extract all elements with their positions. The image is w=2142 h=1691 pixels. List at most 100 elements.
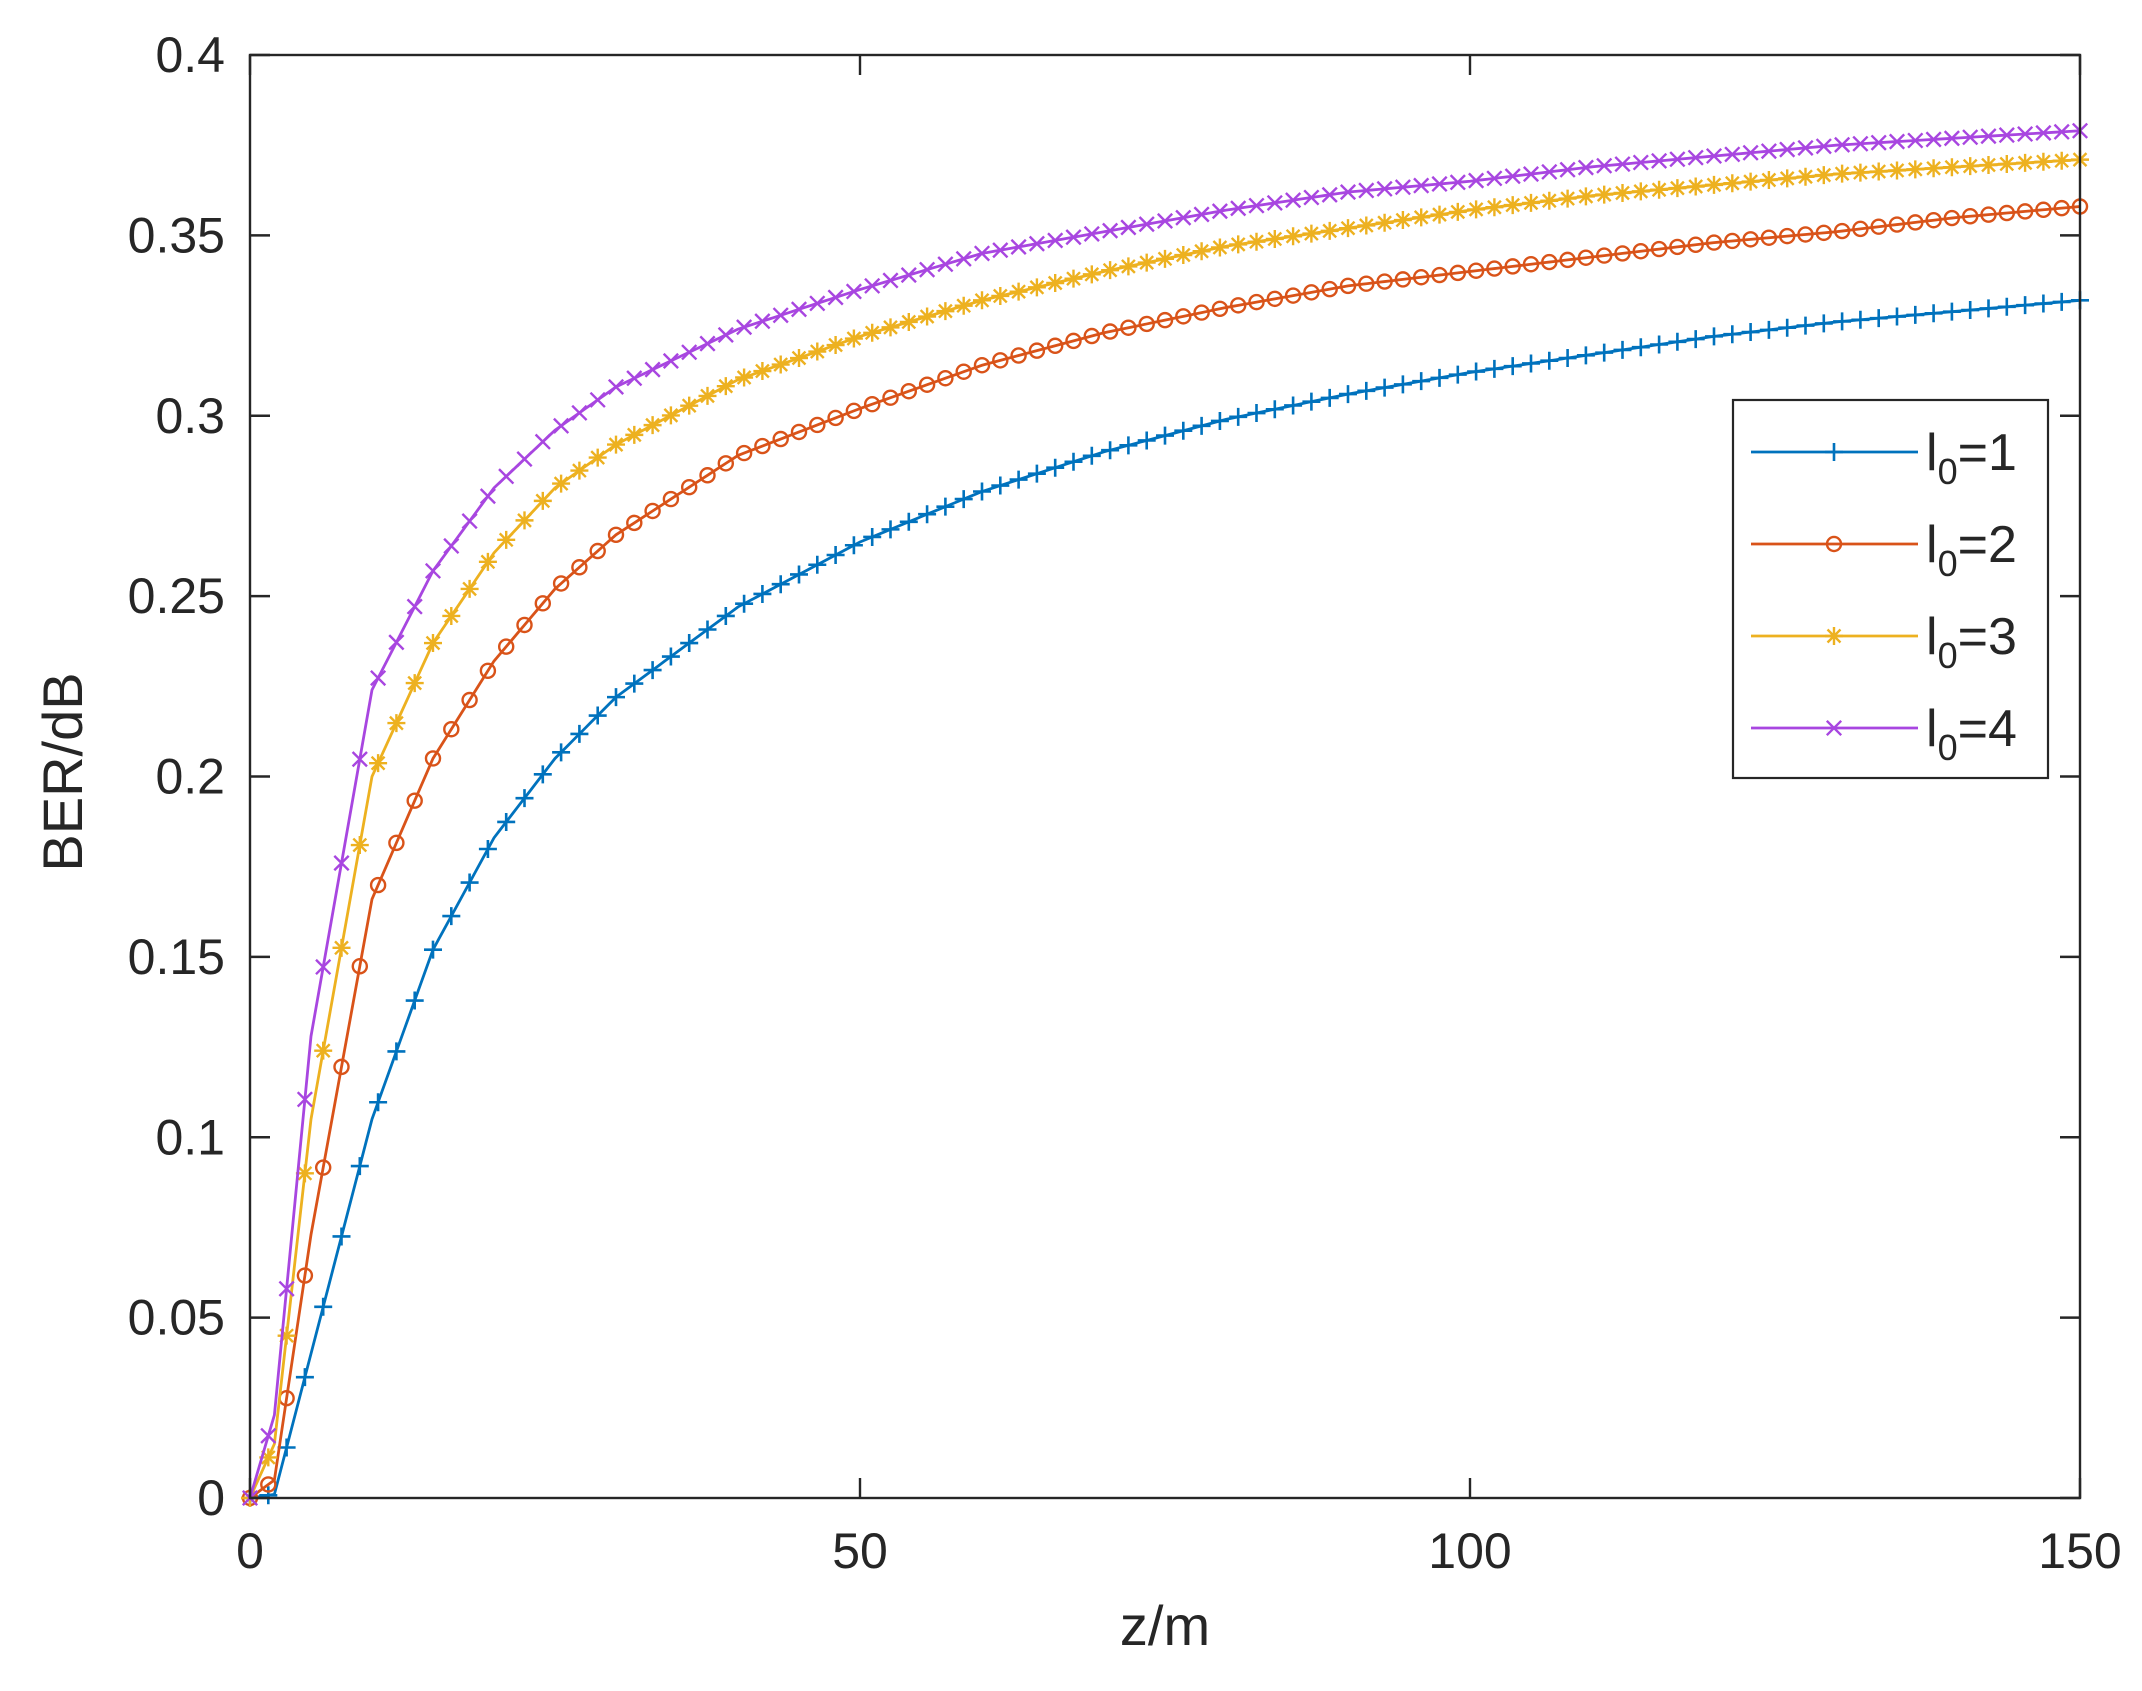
circle-marker xyxy=(1907,214,1924,231)
plus-marker xyxy=(1778,318,1797,337)
cross-marker xyxy=(1083,225,1100,242)
plus-marker xyxy=(918,505,937,524)
cross-marker xyxy=(498,468,515,485)
plus-marker xyxy=(424,940,442,959)
plus-marker xyxy=(808,555,827,574)
circle-marker xyxy=(1431,266,1448,284)
asterisk-marker xyxy=(295,1164,314,1183)
asterisk-marker xyxy=(387,714,406,733)
plus-marker xyxy=(1540,351,1559,370)
axes-layer: 0 50 100 150 0 0.05 0.1 0.15 0.2 0.25 0.3 0.35 0.4 xyxy=(128,27,2122,1579)
asterisk-marker xyxy=(1558,189,1577,208)
asterisk-marker xyxy=(1119,257,1138,276)
circle-marker xyxy=(1815,224,1833,242)
plus-marker xyxy=(1393,375,1412,394)
circle-marker xyxy=(1961,208,1979,225)
cross-marker xyxy=(534,433,551,450)
circle-marker xyxy=(1925,212,1942,229)
circle-marker xyxy=(296,1267,314,1284)
plus-marker xyxy=(497,812,516,831)
plus-marker xyxy=(661,647,680,666)
plus-marker xyxy=(1082,446,1101,465)
cross-marker xyxy=(1358,182,1375,199)
circle-marker xyxy=(918,376,936,393)
cross-marker xyxy=(424,562,442,579)
plus-marker xyxy=(1101,441,1120,460)
cross-marker xyxy=(278,1280,295,1297)
asterisk-marker xyxy=(1705,175,1723,194)
asterisk-marker xyxy=(1540,191,1559,210)
asterisk-marker xyxy=(350,836,369,855)
legend-label: l0=2 xyxy=(1926,516,2017,584)
x-tick-label: 50 xyxy=(832,1523,888,1579)
circle-marker xyxy=(497,638,515,655)
cross-marker xyxy=(1669,151,1686,168)
cross-marker xyxy=(2017,125,2034,143)
circle-marker xyxy=(845,402,863,420)
plus-marker xyxy=(973,482,991,501)
plus-marker xyxy=(1759,320,1778,339)
cross-marker xyxy=(1431,175,1448,193)
series-layer xyxy=(241,122,2089,1507)
circle-marker xyxy=(534,595,552,612)
cross-marker xyxy=(992,242,1009,259)
circle-marker xyxy=(424,750,442,767)
asterisk-marker xyxy=(918,307,937,326)
plus-marker xyxy=(753,584,772,603)
asterisk-marker xyxy=(899,312,918,331)
legend-label: l0=3 xyxy=(1926,608,2017,676)
asterisk-marker xyxy=(515,511,534,530)
circle-marker xyxy=(735,444,753,462)
asterisk-marker xyxy=(2016,153,2035,172)
cross-marker xyxy=(736,319,753,336)
asterisk-marker xyxy=(1668,179,1687,198)
circle-marker xyxy=(662,490,680,508)
circle-marker xyxy=(369,876,387,894)
cross-marker xyxy=(754,313,771,330)
circle-marker xyxy=(1833,222,1851,240)
circle-marker xyxy=(1760,229,1778,246)
asterisk-marker xyxy=(625,425,644,444)
asterisk-marker xyxy=(1320,221,1339,240)
asterisk-marker xyxy=(1064,269,1083,288)
asterisk-marker xyxy=(1997,154,2016,173)
plus-marker xyxy=(1906,305,1925,324)
asterisk-marker xyxy=(790,349,808,368)
cross-marker xyxy=(315,958,332,976)
asterisk-marker xyxy=(1631,182,1650,201)
asterisk-marker xyxy=(1888,161,1906,180)
plus-marker xyxy=(1942,302,1961,321)
cross-marker xyxy=(351,751,368,768)
cross-marker xyxy=(1980,128,1997,145)
asterisk-marker xyxy=(369,754,388,773)
plus-marker xyxy=(1137,431,1156,450)
cross-marker xyxy=(1339,184,1357,201)
legend-box xyxy=(1731,398,2050,780)
plus-marker xyxy=(735,594,754,613)
plus-marker xyxy=(314,1297,333,1316)
y-tick-label: 0.05 xyxy=(128,1290,225,1346)
cross-marker xyxy=(1468,172,1485,189)
plus-marker xyxy=(1888,307,1906,326)
circle-marker xyxy=(607,526,625,544)
circle-marker xyxy=(1522,256,1540,273)
asterisk-marker xyxy=(936,302,955,321)
circle-marker xyxy=(1852,220,1869,238)
asterisk-marker xyxy=(1430,205,1449,224)
asterisk-marker xyxy=(570,461,589,480)
circle-marker xyxy=(900,382,918,400)
circle-marker xyxy=(626,514,643,532)
circle-marker xyxy=(1101,323,1119,340)
asterisk-marker xyxy=(808,342,827,361)
asterisk-marker xyxy=(1613,183,1632,202)
plus-marker xyxy=(1284,396,1303,415)
cross-marker xyxy=(1870,134,1887,151)
cross-marker xyxy=(1522,165,1540,183)
circle-marker xyxy=(1303,284,1320,301)
circle-marker xyxy=(1577,249,1595,266)
asterisk-marker xyxy=(1357,216,1376,235)
cross-marker xyxy=(1376,180,1393,197)
cross-marker xyxy=(1156,212,1174,229)
circle-marker xyxy=(2035,201,2052,218)
